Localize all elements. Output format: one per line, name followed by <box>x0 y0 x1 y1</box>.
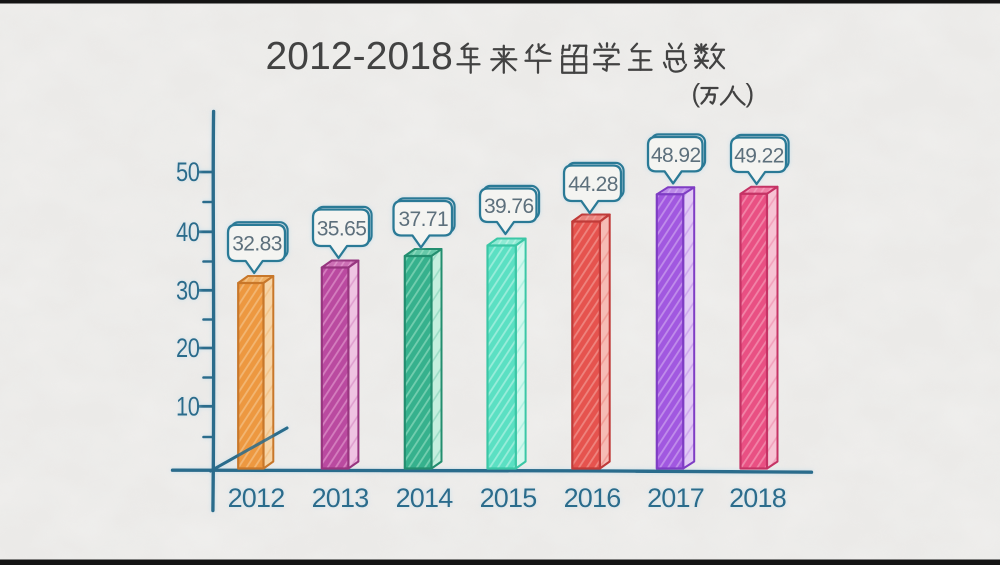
svg-text:20: 20 <box>176 333 200 363</box>
svg-text:2014: 2014 <box>396 483 454 513</box>
svg-text:2017: 2017 <box>647 483 704 513</box>
svg-text:35.65: 35.65 <box>317 217 367 240</box>
svg-text:44.28: 44.28 <box>568 173 618 196</box>
svg-text:): ) <box>746 78 755 108</box>
svg-text:(: ( <box>692 78 701 108</box>
svg-text:2012-2018: 2012-2018 <box>266 35 453 78</box>
svg-text:2012: 2012 <box>228 483 285 513</box>
svg-text:50: 50 <box>176 157 200 187</box>
svg-text:49.22: 49.22 <box>734 144 784 167</box>
svg-text:2015: 2015 <box>480 483 537 513</box>
svg-text:40: 40 <box>176 217 200 247</box>
svg-text:48.92: 48.92 <box>651 144 701 167</box>
svg-text:10: 10 <box>176 391 200 421</box>
svg-text:32.83: 32.83 <box>232 233 282 256</box>
svg-text:2016: 2016 <box>564 483 621 513</box>
svg-text:2013: 2013 <box>312 483 369 513</box>
svg-text:39.76: 39.76 <box>484 195 534 218</box>
svg-text:2018: 2018 <box>729 483 786 513</box>
svg-text:37.71: 37.71 <box>398 208 448 231</box>
svg-text:30: 30 <box>176 276 200 306</box>
